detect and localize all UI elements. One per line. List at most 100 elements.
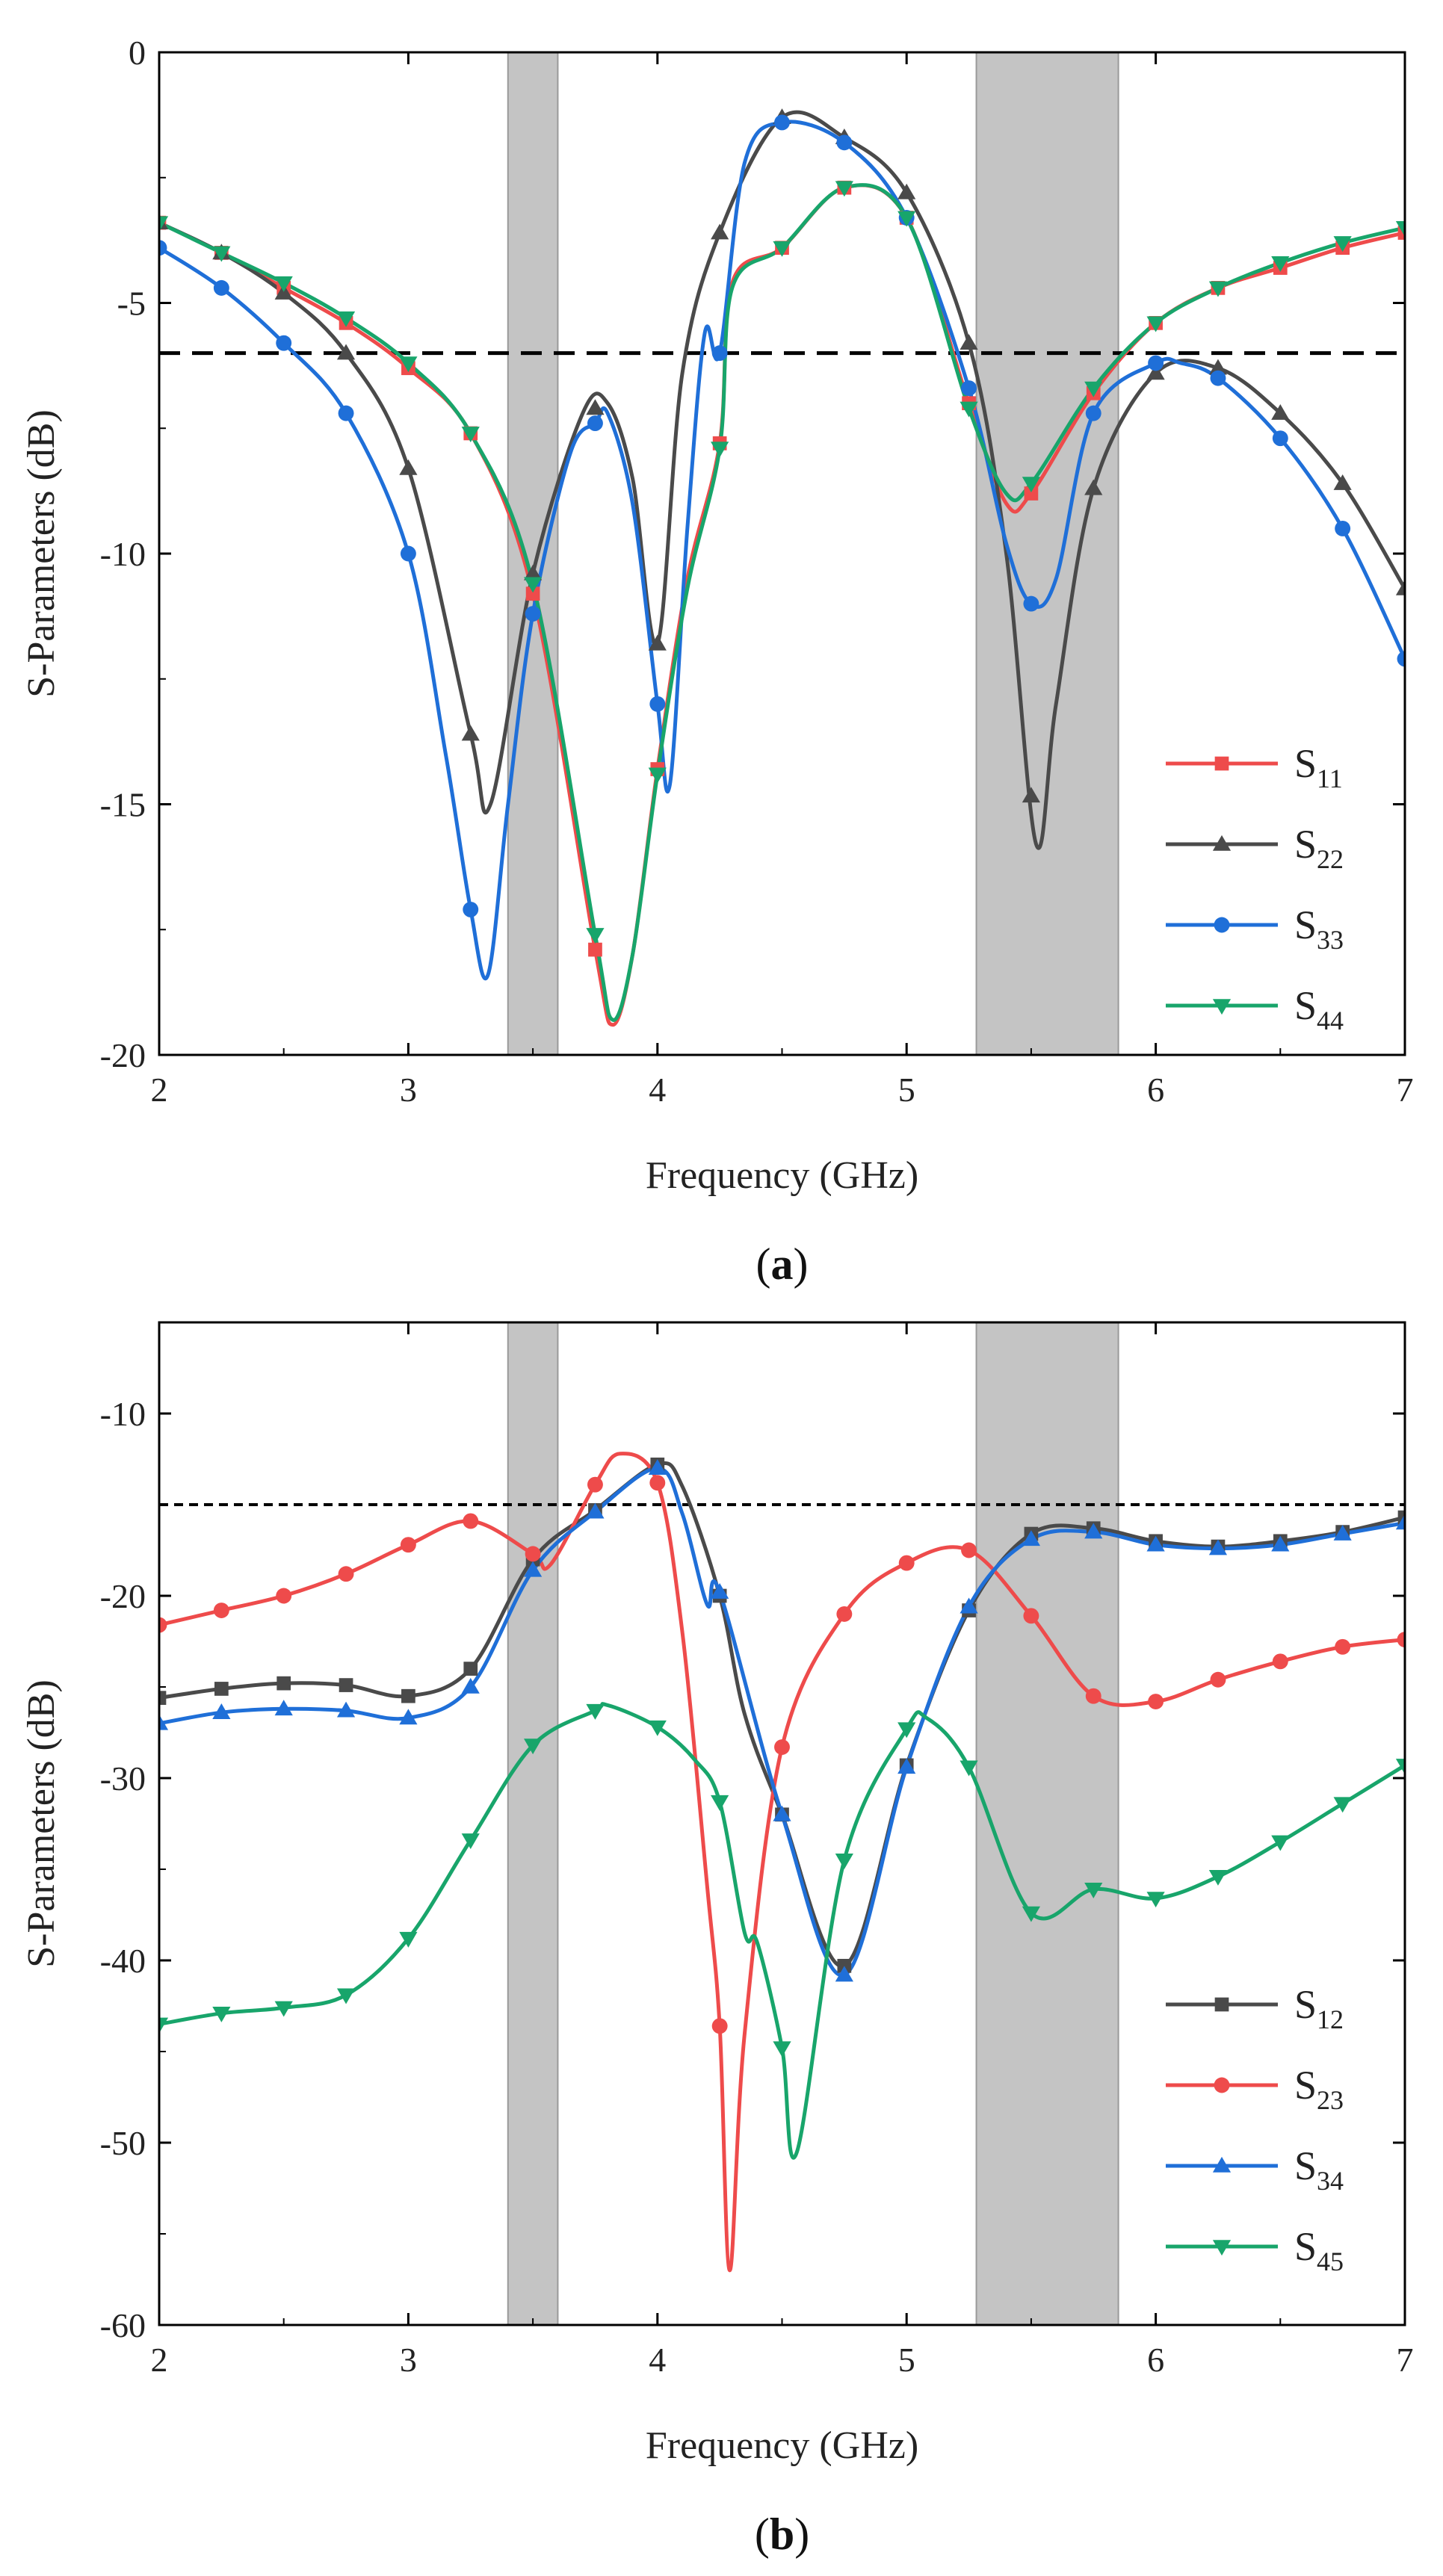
data-point-s45 xyxy=(960,1760,978,1777)
data-point-s22 xyxy=(1271,404,1290,420)
data-point-s33 xyxy=(774,114,790,131)
caption-open: ( xyxy=(755,2510,770,2559)
data-point-s44 xyxy=(586,928,605,944)
markers-s45 xyxy=(159,1703,1405,2058)
x-axis-title: Frequency (GHz) xyxy=(646,1154,918,1197)
data-point-s33 xyxy=(159,240,167,256)
markers-s44 xyxy=(159,181,1405,944)
frequency-band-2 xyxy=(975,52,1119,1056)
legend-item-s33: S33 xyxy=(1166,902,1344,955)
data-point-s23 xyxy=(1210,1671,1226,1688)
data-point-s33 xyxy=(1397,651,1405,667)
data-point-s23 xyxy=(213,1603,229,1618)
legend-label-sub: 34 xyxy=(1317,2166,1344,2196)
data-point-s22 xyxy=(897,183,916,199)
data-point-s11 xyxy=(1024,486,1039,501)
frequency-band-1 xyxy=(507,1322,559,2326)
data-point-s33 xyxy=(1085,405,1101,421)
y-axis-title: S-Parameters (dB) xyxy=(20,1679,63,1968)
data-point-s34 xyxy=(648,1459,667,1475)
caption-close: ) xyxy=(794,1239,809,1289)
data-point-s22 xyxy=(399,459,418,475)
data-point-s12 xyxy=(463,1662,478,1676)
legend-item-s23: S23 xyxy=(1166,2063,1344,2115)
data-point-s45 xyxy=(399,1931,418,1948)
y-tick-label: -30 xyxy=(100,1759,146,1798)
y-tick-label: 0 xyxy=(129,34,146,72)
legend-swatch-marker xyxy=(1214,1997,1229,2012)
x-tick-label: 3 xyxy=(400,2341,417,2379)
data-point-s45 xyxy=(586,1703,605,1720)
legend-label-sub: 22 xyxy=(1317,844,1344,874)
data-point-s45 xyxy=(159,2017,169,2034)
legend-swatch-marker xyxy=(1214,917,1230,933)
legend-label-sub: 44 xyxy=(1317,1006,1344,1035)
data-point-s34 xyxy=(586,1502,605,1519)
y-tick-label: -10 xyxy=(100,535,146,573)
series-line-s33 xyxy=(159,120,1405,981)
data-point-s22 xyxy=(1208,359,1228,375)
x-tick-label: 2 xyxy=(151,2341,168,2379)
data-point-s45 xyxy=(773,2041,791,2058)
legend-label-sub: 23 xyxy=(1317,2085,1344,2115)
data-point-s23 xyxy=(338,1566,354,1582)
x-tick-label: 7 xyxy=(1397,2341,1414,2379)
data-point-s33 xyxy=(338,405,354,421)
data-point-s34 xyxy=(711,1583,729,1599)
data-point-s22 xyxy=(1146,364,1165,380)
markers-s22 xyxy=(159,108,1405,803)
x-tick-label: 6 xyxy=(1147,1071,1164,1109)
data-point-s33 xyxy=(1148,355,1164,371)
legend-swatch-marker xyxy=(1212,2240,1232,2256)
data-point-s45 xyxy=(1271,1835,1290,1851)
data-point-s23 xyxy=(836,1606,853,1622)
legend-item-s12: S12 xyxy=(1166,1982,1344,2034)
data-point-s23 xyxy=(649,1475,666,1491)
data-point-s34 xyxy=(960,1597,978,1614)
data-point-s11 xyxy=(588,942,602,957)
data-point-s34 xyxy=(1333,1524,1352,1541)
data-point-s45 xyxy=(524,1739,543,1755)
data-point-s22 xyxy=(1333,474,1352,490)
data-point-s23 xyxy=(587,1476,603,1493)
plot-area xyxy=(159,52,1405,1055)
data-point-s33 xyxy=(213,279,229,296)
markers-s34 xyxy=(159,1459,1405,1982)
data-point-s11 xyxy=(1397,226,1405,240)
data-point-s33 xyxy=(711,345,728,362)
legend-label: S34 xyxy=(1294,2143,1344,2196)
data-point-s45 xyxy=(1333,1797,1352,1813)
data-point-s45 xyxy=(1146,1892,1165,1908)
data-point-s45 xyxy=(897,1722,916,1739)
x-tick-label: 2 xyxy=(151,1071,168,1109)
subfigure-caption-a: (a) xyxy=(756,1239,809,1289)
legend-label-sub: 11 xyxy=(1317,764,1343,793)
legend-label-main: S xyxy=(1294,2224,1317,2269)
data-point-s23 xyxy=(961,1542,977,1558)
legend-item-s44: S44 xyxy=(1166,983,1344,1035)
data-point-s34 xyxy=(212,1703,231,1719)
data-point-s23 xyxy=(711,2018,728,2034)
data-point-s44 xyxy=(711,442,729,458)
legend-label: S44 xyxy=(1294,983,1344,1035)
legend-label: S23 xyxy=(1294,2063,1344,2115)
data-point-s12 xyxy=(1397,1510,1405,1525)
subfigure-caption-b: (b) xyxy=(755,2510,809,2559)
data-point-s45 xyxy=(1084,1883,1103,1898)
data-point-s34 xyxy=(274,1700,293,1716)
data-point-s45 xyxy=(461,1833,480,1850)
data-point-s12 xyxy=(401,1688,415,1703)
data-point-s23 xyxy=(463,1513,479,1529)
data-point-s34 xyxy=(159,1714,169,1730)
data-point-s44 xyxy=(159,216,169,232)
data-point-s44 xyxy=(461,427,480,443)
data-point-s34 xyxy=(897,1758,916,1774)
data-point-s22 xyxy=(336,344,356,360)
data-point-s22 xyxy=(711,223,729,240)
data-point-s44 xyxy=(212,246,231,262)
data-point-s33 xyxy=(463,901,479,917)
data-point-s33 xyxy=(1210,370,1226,386)
caption-letter: a xyxy=(771,1239,794,1289)
data-point-s34 xyxy=(461,1677,480,1694)
